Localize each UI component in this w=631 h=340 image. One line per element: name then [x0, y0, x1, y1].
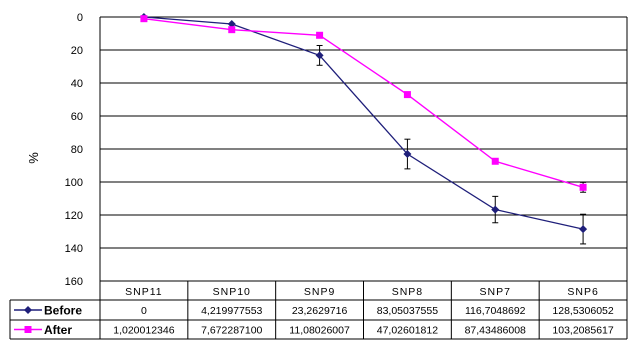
table-cell: 116,7048692 [465, 305, 526, 317]
category-label: SNP7 [480, 286, 511, 298]
y-tick-label: 80 [71, 144, 83, 156]
data-point [491, 157, 499, 165]
y-tick-label: 120 [65, 210, 83, 222]
table-cell: 1,020012346 [113, 325, 174, 337]
y-axis-ticks: 0 20 40 60 80 100 120 140 160 [65, 12, 83, 288]
y-tick-label: 140 [65, 243, 83, 255]
table-cell: 4,219977553 [201, 305, 262, 317]
category-label: SNP11 [125, 286, 163, 298]
plot-area [139, 13, 588, 245]
data-table: SNP11 SNP10 SNP9 SNP8 SNP7 SNP6 Before 0 4,21997… [9, 280, 628, 340]
table-cell: 0 [141, 305, 147, 317]
y-tick-label: 0 [77, 12, 83, 24]
data-point [579, 183, 587, 191]
data-point [140, 15, 148, 23]
category-label: SNP8 [392, 286, 423, 298]
data-point [315, 51, 324, 60]
y-tick-label: 100 [65, 177, 83, 189]
category-label: SNP10 [213, 286, 251, 298]
table-cell: 23,2629716 [292, 305, 348, 317]
legend-label: After [44, 323, 72, 337]
y-tick-label: 20 [71, 45, 83, 57]
data-point [403, 150, 412, 159]
data-point [228, 26, 236, 34]
y-tick-label: 60 [71, 111, 83, 123]
data-point [316, 31, 324, 39]
table-cell: 83,05037555 [377, 305, 438, 317]
grid-lines [99, 16, 628, 282]
data-point [491, 205, 500, 214]
legend-label: Before [44, 304, 82, 318]
data-point [579, 225, 588, 234]
series-line-after [143, 17, 584, 188]
y-tick-label: 40 [71, 78, 83, 90]
legend-key-marker [24, 326, 32, 333]
table-cell: 87,43486008 [465, 325, 526, 337]
data-point [227, 19, 236, 28]
table-cell: 7,672287100 [201, 325, 262, 337]
table-cell: 128,5306052 [552, 305, 613, 317]
legend-key-marker [24, 306, 32, 314]
series-line-before [143, 16, 584, 230]
y-axis-label: % [26, 152, 41, 164]
category-label: SNP6 [567, 286, 598, 298]
category-label: SNP9 [304, 286, 335, 298]
table-cell: 103,2085617 [552, 325, 613, 337]
y-tick-label: 160 [65, 276, 83, 288]
table-cell: 11,08026007 [289, 325, 350, 337]
data-point [403, 91, 411, 99]
table-cell: 47,02601812 [377, 325, 438, 337]
